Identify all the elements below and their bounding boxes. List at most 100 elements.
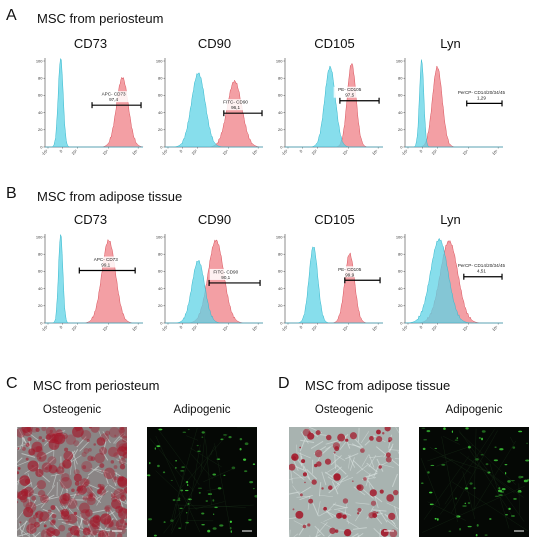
cell-fiber	[46, 484, 56, 497]
mineral-nodule	[61, 472, 70, 482]
mineral-nodule	[99, 463, 105, 468]
lipid-droplet	[207, 493, 213, 495]
cell-fiber	[361, 454, 369, 467]
cell-fiber	[17, 481, 20, 486]
gate-marker	[463, 273, 503, 280]
mineral-nodule	[74, 427, 83, 432]
cell-fiber	[310, 440, 324, 450]
lipid-droplet	[517, 490, 522, 493]
cell-fiber	[59, 479, 68, 492]
cell-outline	[510, 436, 514, 444]
cell-outline	[171, 470, 185, 531]
lipid-droplet	[478, 437, 481, 439]
mineral-nodule	[31, 464, 34, 468]
x-tick-label: 0	[298, 148, 304, 154]
y-tick-label: 100	[396, 58, 403, 63]
cell-outline	[440, 497, 454, 515]
cell-fiber	[52, 474, 57, 488]
mineral-nodule	[48, 439, 60, 450]
lipid-droplet	[148, 518, 153, 521]
mineral-nodule	[28, 517, 37, 526]
y-tick-label: 100	[276, 58, 283, 63]
cell-fiber	[297, 452, 312, 459]
mineral-nodule	[382, 432, 385, 435]
cell-fiber	[351, 533, 359, 537]
cell-fiber	[325, 439, 340, 445]
mineral-nodule	[38, 436, 43, 440]
mineral-nodule	[17, 466, 21, 470]
lipid-droplet	[467, 501, 471, 505]
lipid-droplet	[244, 442, 249, 446]
mineral-nodule	[74, 481, 80, 486]
mineral-nodule	[26, 427, 33, 432]
lipid-droplet	[201, 431, 205, 434]
y-tick-label: 80	[158, 252, 163, 257]
x-tick-label: 10³	[190, 324, 198, 331]
cell-fiber	[397, 450, 399, 455]
lipid-droplet	[212, 527, 217, 530]
mineral-nodule	[119, 518, 125, 524]
cell-fiber	[289, 529, 291, 537]
mineral-nodule	[17, 490, 28, 501]
lipid-droplet	[182, 431, 187, 434]
lipid-droplet	[518, 475, 522, 479]
lipid-droplet	[494, 446, 497, 448]
mineral-nodule	[33, 514, 38, 519]
gate-label-bg	[465, 262, 498, 274]
cell-fiber	[317, 501, 321, 516]
mineral-nodule	[26, 523, 37, 534]
histogram-b-cd90: 100 80 60 40 20 0 -10³ 0 10³ 10⁴ 10⁵ FITC- CD90 90,1	[153, 231, 266, 331]
x-tick-label: 10⁴	[221, 148, 229, 155]
cell-fiber	[338, 509, 352, 516]
mineral-nodule	[113, 452, 120, 459]
mineral-nodule	[80, 509, 91, 519]
lipid-droplet	[239, 438, 243, 441]
cell-outline	[423, 456, 470, 520]
gate-label: PerCP- CD14/20/34/45	[458, 90, 506, 95]
cell-fiber	[380, 463, 394, 468]
cell-outline	[203, 468, 235, 483]
cell-outline	[149, 438, 194, 492]
micrograph-image	[289, 427, 399, 537]
mineral-nodule	[121, 455, 126, 460]
mineral-nodule	[45, 434, 52, 440]
lipid-droplet	[248, 518, 252, 521]
cell-fiber	[76, 436, 87, 448]
cell-fiber	[73, 459, 77, 474]
marker-b-cd105: CD105	[314, 212, 355, 227]
mineral-nodule	[118, 427, 125, 434]
mineral-nodule	[83, 481, 89, 487]
mineral-nodule	[357, 507, 362, 513]
mineral-nodule	[104, 430, 111, 436]
y-tick-label: 100	[36, 58, 43, 63]
lipid-droplet	[454, 439, 459, 441]
cell-outline	[185, 444, 201, 530]
mineral-nodule	[31, 427, 38, 433]
mineral-nodule	[369, 436, 374, 441]
mineral-nodule	[42, 496, 47, 502]
lipid-droplet	[230, 530, 232, 533]
isotype-histogram	[404, 237, 503, 324]
gate-label: FITC- CD90	[213, 269, 238, 274]
gate-percent: 90,1	[221, 275, 230, 280]
mineral-nodule	[316, 461, 322, 467]
micrograph-c-osteogenic	[17, 427, 127, 537]
lipid-droplet	[187, 502, 190, 506]
mineral-nodule	[55, 429, 63, 437]
lipid-droplet	[201, 436, 204, 438]
cell-fiber	[289, 491, 300, 495]
cell-fiber	[332, 453, 346, 462]
mineral-nodule	[47, 509, 52, 514]
marker-b-cd90: CD90	[197, 212, 232, 227]
mineral-nodule	[117, 446, 127, 457]
mineral-nodule	[86, 491, 96, 502]
gate-label-bg	[219, 99, 252, 111]
x-tick-label: 10⁴	[461, 324, 469, 331]
lipid-droplet	[525, 459, 529, 462]
gate-label: PE- CD105	[338, 267, 362, 272]
y-tick-label: 0	[160, 320, 163, 325]
cell-outline	[518, 483, 520, 515]
marker-a-cd105: CD105	[314, 36, 355, 51]
cell-fiber	[365, 472, 371, 487]
